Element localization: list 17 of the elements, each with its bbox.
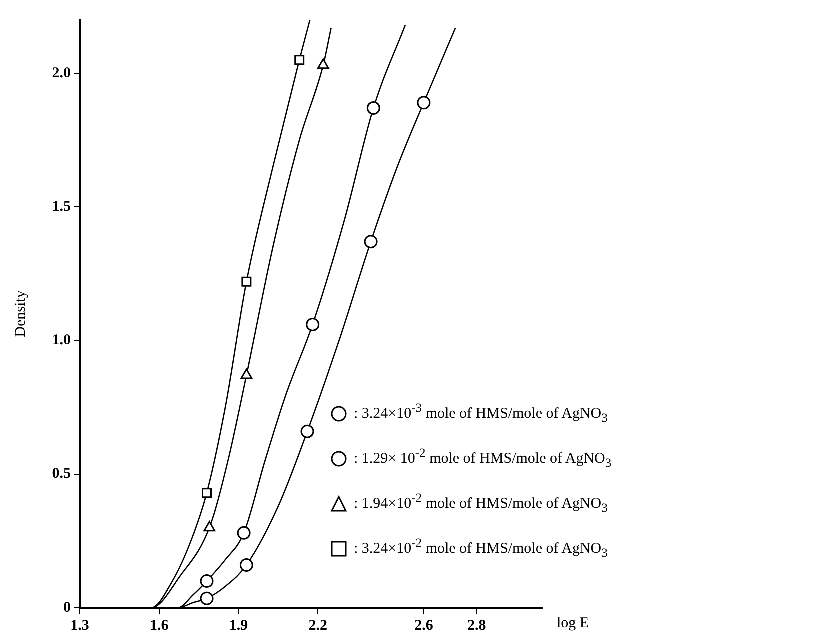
legend-label: : 3.24×10$^{-2}$ mole of HMS/mole of AgNO$_{3}$ (354, 535, 608, 562)
legend-label: : 3.24×10$^{-3}$ mole of HMS/mole of AgNO$_{3}$ (354, 400, 608, 427)
x-tick-label: 1.3 (70, 618, 90, 634)
x-tick-label: 2.2 (308, 618, 328, 634)
y-tick-label: 0 (64, 600, 71, 616)
x-tick-label: 1.9 (229, 618, 248, 634)
y-tick-label: 2.0 (52, 65, 71, 82)
x-tick-label: 2.8 (467, 618, 486, 634)
x-axis-title: log E (557, 615, 590, 632)
y-axis-title: Density (12, 290, 29, 338)
legend-label: : 1.29× 10$^{-2}$ mole of HMS/mole of AgNO$_{3}$ (354, 445, 612, 472)
y-tick-label: 1.5 (52, 198, 71, 215)
y-tick-label: 0.5 (52, 466, 71, 482)
legend-label: : 1.94×10$^{-2}$ mole of HMS/mole of AgNO$_{3}$ (354, 490, 608, 517)
y-tick-label: 1.0 (52, 332, 71, 349)
x-tick-label: 2.6 (414, 618, 434, 634)
x-tick-label: 1.6 (150, 618, 170, 634)
